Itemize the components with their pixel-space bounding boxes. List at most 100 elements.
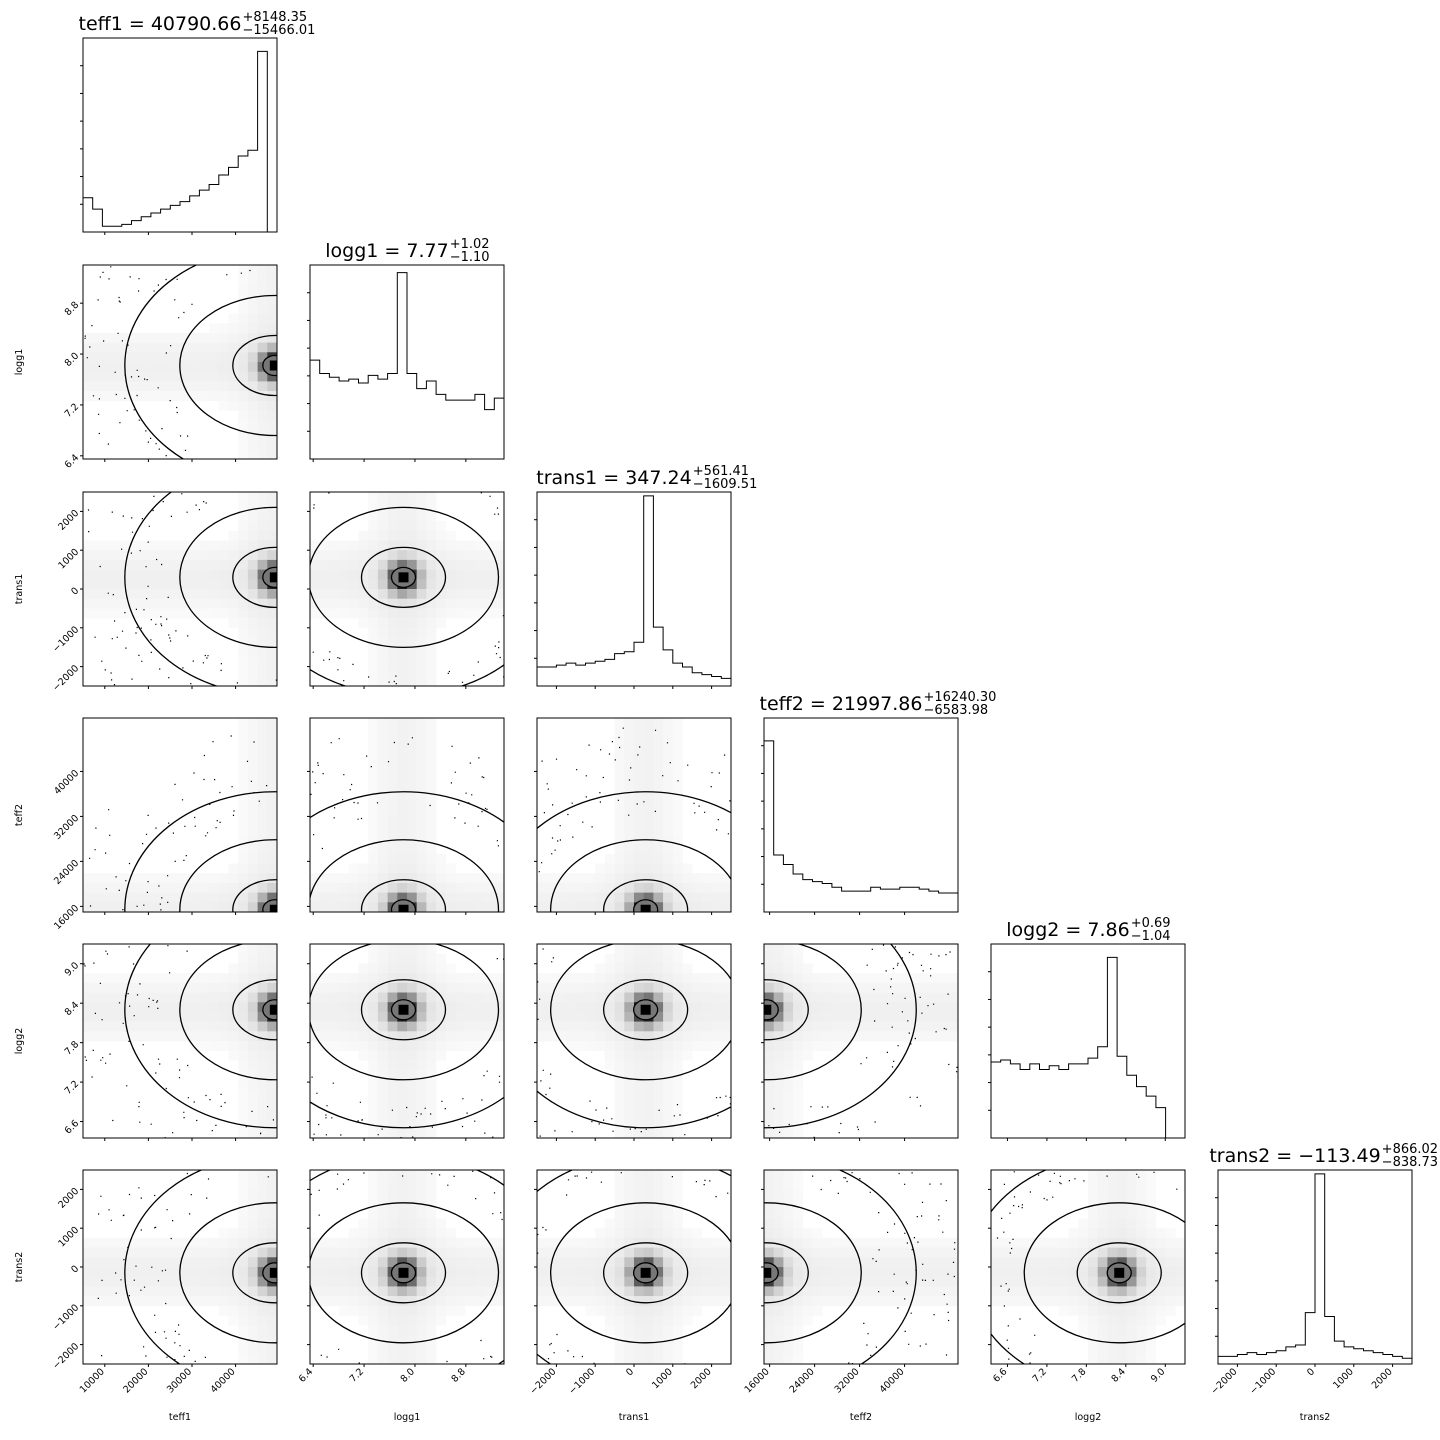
density-cell [1078, 1219, 1088, 1229]
density-cell [673, 1238, 683, 1248]
density-cell [407, 815, 417, 825]
density-cell [566, 1277, 576, 1287]
density-cell [170, 1248, 180, 1258]
density-cell [339, 1041, 349, 1051]
density-cell [653, 944, 663, 954]
density-cell [417, 1090, 427, 1100]
hist-title-sub-teff2: −6583.98 [923, 703, 988, 718]
density-cell [368, 1345, 378, 1355]
xtick-label-teff2: 40000 [878, 1366, 907, 1395]
density-cell [388, 502, 398, 512]
density-cell [890, 993, 900, 1003]
density-cell [783, 1316, 793, 1326]
density-cell [397, 638, 407, 648]
density-cell [378, 747, 388, 757]
density-cell [407, 1219, 417, 1229]
density-cell [783, 1060, 793, 1070]
density-cell [238, 825, 248, 835]
density-cell [465, 973, 475, 983]
density-cell [556, 1286, 566, 1296]
density-cell [465, 1286, 475, 1296]
density-cell [102, 550, 112, 560]
density-cell [112, 1286, 122, 1296]
density-cell [615, 1080, 625, 1090]
density-cell [190, 343, 200, 353]
density-cell [112, 343, 122, 353]
density-cell [436, 1316, 446, 1326]
density-cell [890, 983, 900, 993]
density-cell [238, 718, 248, 728]
density-cell [161, 579, 171, 589]
density-cell [320, 1031, 330, 1041]
density-cell [485, 1257, 495, 1267]
density-cell [774, 954, 784, 964]
density-cell [566, 993, 576, 1003]
density-cell [653, 893, 663, 903]
density-cell [673, 1354, 683, 1364]
density-cell [566, 1002, 576, 1012]
density-cell [397, 1090, 407, 1100]
density-cell [349, 973, 359, 983]
hist-panel-trans1: trans1 = 347.24 +561.41−1609.51 [534, 464, 757, 689]
density-cell [586, 1277, 596, 1287]
density-cell [368, 570, 378, 580]
density-cell [378, 825, 388, 835]
density-cell [653, 1022, 663, 1032]
density-cell [446, 1012, 456, 1022]
xlabel-teff1: teff1 [169, 1412, 191, 1423]
density-cell [267, 1090, 277, 1100]
density-cell [1059, 1267, 1069, 1277]
hist-frame-trans1 [537, 492, 731, 686]
density-cell [388, 1335, 398, 1345]
density-cell [783, 1354, 793, 1364]
density-cell [407, 628, 417, 638]
density-cell [397, 844, 407, 854]
density-cell [417, 1316, 427, 1326]
xtick-label-trans1: 2000 [689, 1366, 714, 1391]
density-cell [407, 1248, 417, 1258]
density-cell [456, 1286, 466, 1296]
density-cell [615, 844, 625, 854]
density-cell [359, 1031, 369, 1041]
density-cell [378, 1345, 388, 1355]
density-cell [653, 1109, 663, 1119]
density-cell [258, 420, 268, 430]
density-cell [359, 541, 369, 551]
density-cell [615, 1209, 625, 1219]
density-cell [83, 1031, 93, 1041]
density-cell [624, 1090, 634, 1100]
density-cell [774, 1189, 784, 1199]
density-cell [663, 776, 673, 786]
density-cell [349, 541, 359, 551]
density-cell [1098, 1257, 1108, 1267]
density-cell [248, 893, 258, 903]
density-cell [267, 825, 277, 835]
density-cell [910, 1002, 920, 1012]
density-cell [329, 1257, 339, 1267]
density-cell [692, 902, 702, 912]
density-cell [407, 796, 417, 806]
density-cell [692, 973, 702, 983]
density-cell [339, 993, 349, 1003]
density-cell [595, 1306, 605, 1316]
density-cell [456, 973, 466, 983]
density-cell [417, 1022, 427, 1032]
density-cell [417, 1354, 427, 1364]
density-cell [267, 973, 277, 983]
density-cell [712, 893, 722, 903]
density-cell [161, 883, 171, 893]
density-cell [673, 737, 683, 747]
density-cell [349, 883, 359, 893]
ytick-label-logg1: 8.8 [63, 300, 81, 318]
density-cell [721, 1031, 731, 1041]
density-cell [112, 902, 122, 912]
density-cell [161, 1002, 171, 1012]
density-cell [417, 993, 427, 1003]
density-cell [793, 1325, 803, 1335]
density-cell [248, 796, 258, 806]
density-cell [1166, 1306, 1176, 1316]
density-cell [339, 1248, 349, 1258]
density-cell [929, 1248, 939, 1258]
density-cell [426, 796, 436, 806]
density-cell [219, 993, 229, 1003]
